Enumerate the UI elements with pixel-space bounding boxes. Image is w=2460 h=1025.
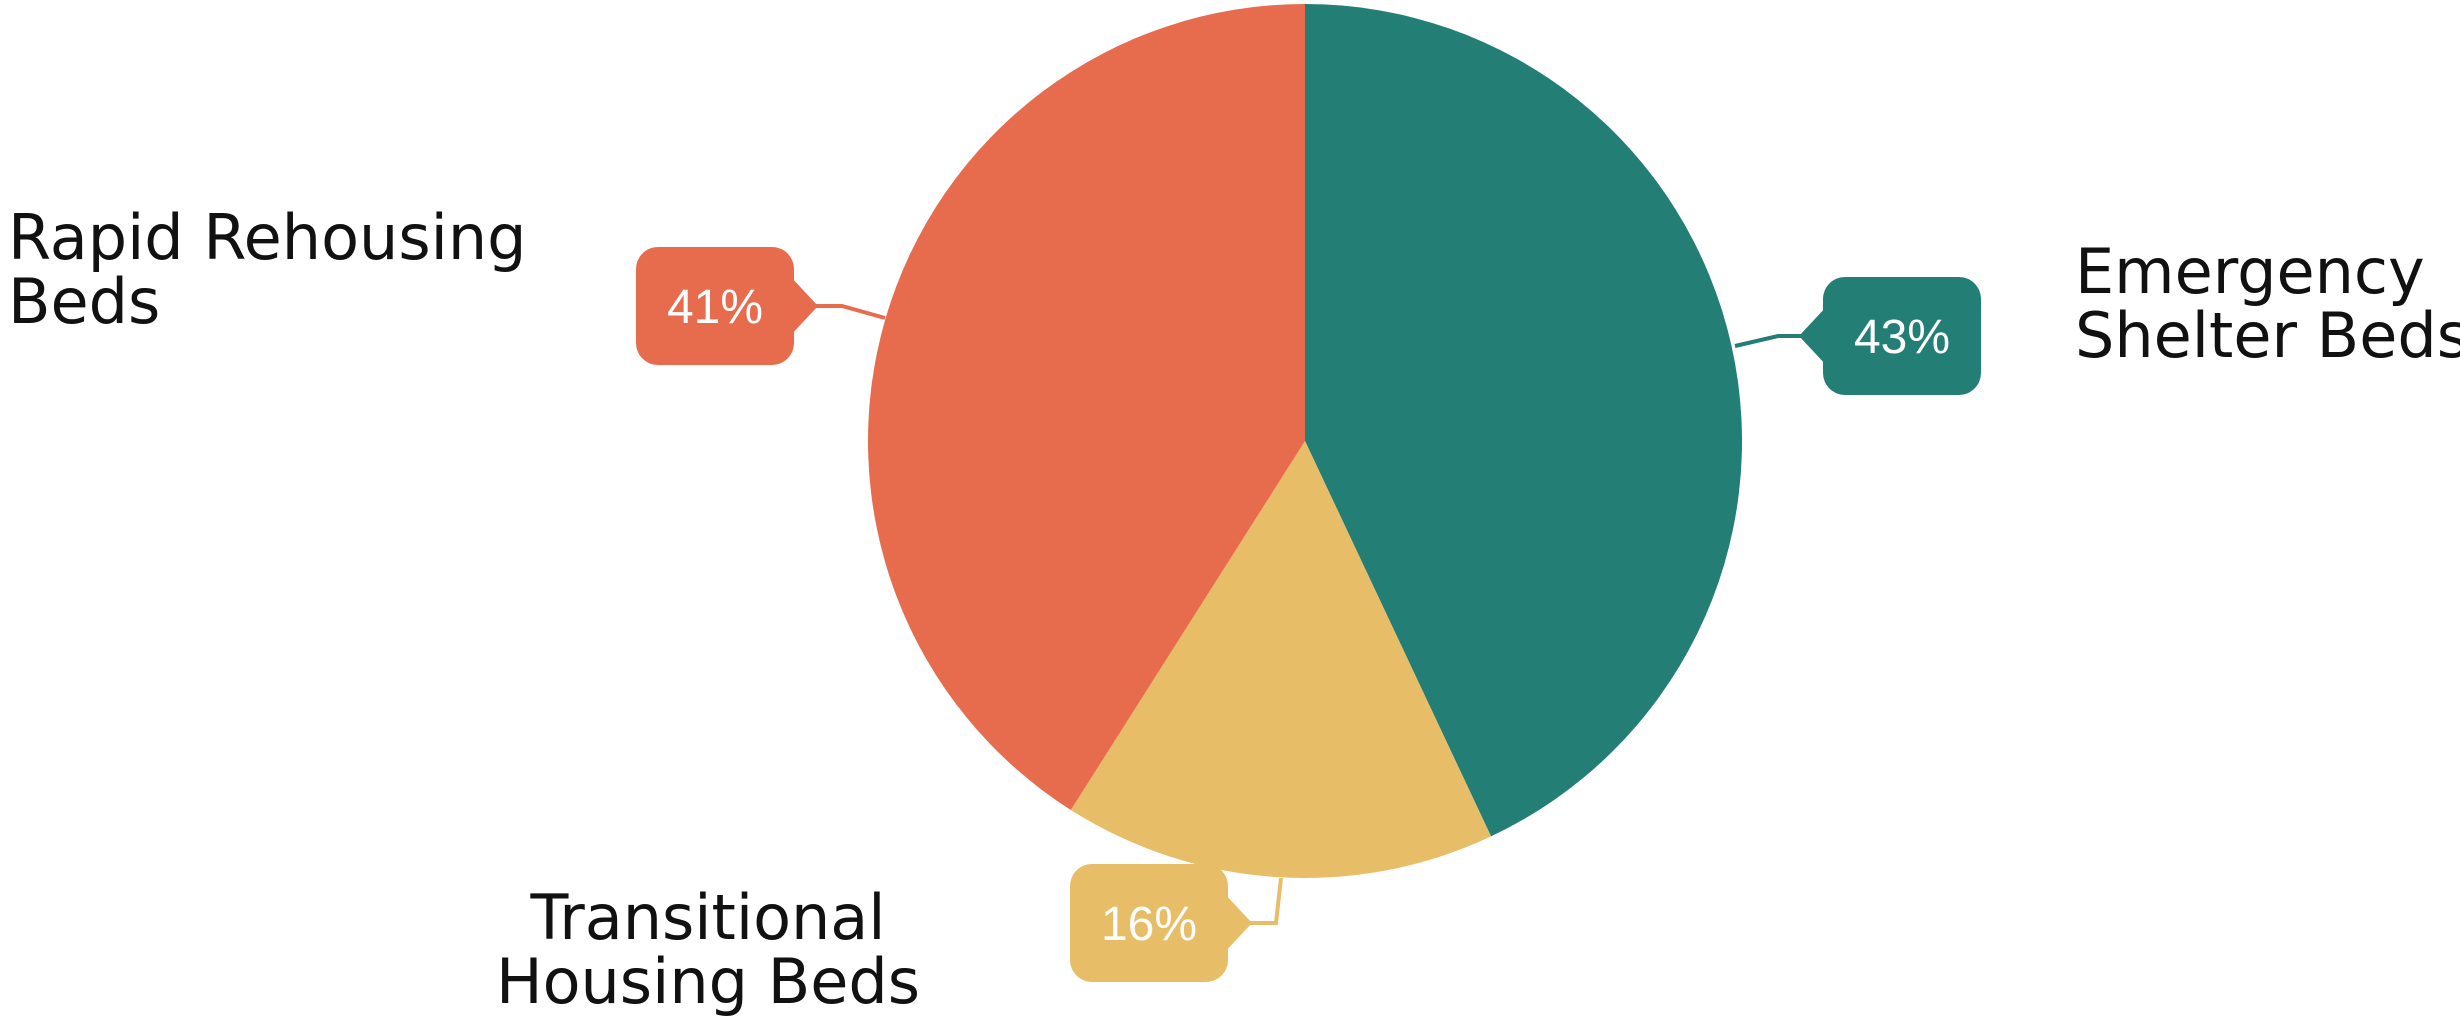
value-badge-emergency-shelter-beds: 43% [1799, 277, 1981, 395]
value-label-rapid-rehousing-beds: 41% [667, 281, 763, 334]
leader-line-emergency-shelter-beds [1734, 334, 1803, 348]
value-badges: 43% 16% 41% [636, 247, 1981, 982]
value-label-emergency-shelter-beds: 43% [1854, 311, 1950, 364]
pie-slices [868, 4, 1742, 878]
category-label-rapid-rehousing-beds: Rapid Rehousing Beds [8, 201, 527, 338]
leader-line-transitional-housing-beds [1248, 877, 1283, 925]
value-badge-transitional-housing-beds: 16% [1070, 864, 1252, 982]
category-label-transitional-housing-beds: Transitional Housing Beds [496, 881, 920, 1018]
value-label-transitional-housing-beds: 16% [1101, 898, 1197, 951]
pie-slice-transitional-housing-beds [1070, 441, 1492, 878]
pie-slice-rapid-rehousing-beds [868, 4, 1305, 810]
category-labels: Emergency Shelter Beds Transitional Housing… [8, 201, 2460, 1018]
value-badge-rapid-rehousing-beds: 41% [636, 247, 818, 365]
pie-slice-emergency-shelter-beds [1305, 4, 1742, 837]
leader-line-rapid-rehousing-beds [814, 304, 886, 320]
category-label-emergency-shelter-beds: Emergency Shelter Beds [2075, 235, 2460, 372]
